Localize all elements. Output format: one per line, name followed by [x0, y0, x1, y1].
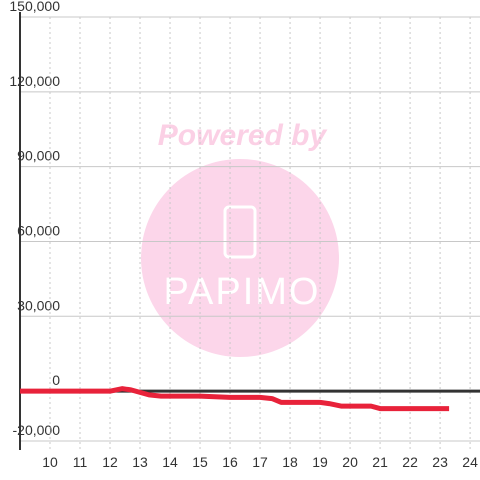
- x-tick-label: 13: [132, 454, 148, 470]
- y-tick-label: -20,000: [13, 422, 61, 438]
- x-tick-label: 24: [462, 454, 478, 470]
- y-tick-label: 60,000: [17, 222, 60, 238]
- data-line: [20, 386, 450, 412]
- x-tick-label: 22: [402, 454, 418, 470]
- x-tick-label: 10: [42, 454, 58, 470]
- watermark-logo: PAPIMO: [164, 271, 321, 313]
- y-tick-label: 90,000: [17, 148, 60, 164]
- watermark: Powered by PAPIMO: [141, 119, 339, 357]
- y-tick-label: 120,000: [9, 73, 60, 89]
- x-tick-label: 14: [162, 454, 178, 470]
- y-tick-label: 30,000: [17, 297, 60, 313]
- watermark-caption: Powered by: [158, 119, 328, 152]
- y-tick-label: 150,000: [9, 0, 60, 14]
- x-tick-label: 18: [282, 454, 298, 470]
- watermark-icon: [223, 205, 257, 259]
- x-tick-label: 17: [252, 454, 268, 470]
- x-tick-label: 15: [192, 454, 208, 470]
- x-tick-label: 19: [312, 454, 328, 470]
- y-tick-label: 0: [52, 372, 60, 388]
- x-tick-label: 20: [342, 454, 358, 470]
- x-tick-label: 16: [222, 454, 238, 470]
- x-tick-label: 23: [432, 454, 448, 470]
- x-tick-label: 12: [102, 454, 118, 470]
- x-tick-label: 21: [372, 454, 388, 470]
- x-tick-label: 11: [73, 454, 88, 470]
